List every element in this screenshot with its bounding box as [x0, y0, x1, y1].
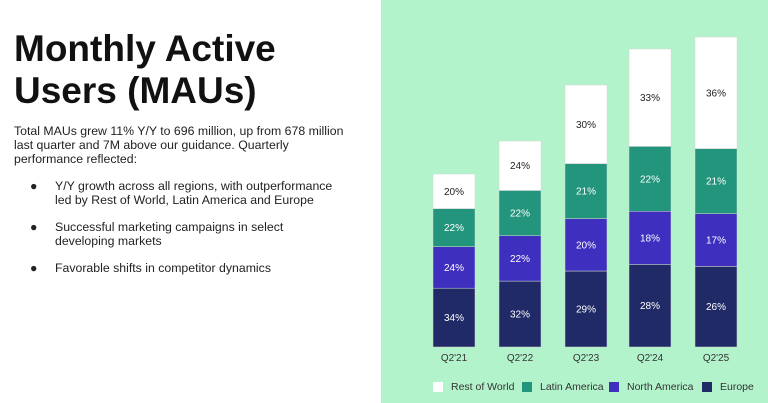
legend-rest-of-world: Rest of World	[433, 381, 514, 393]
data-label: 21%	[706, 177, 726, 188]
legend-label: Rest of World	[451, 381, 515, 393]
x-tick-label: Q2'22	[507, 353, 534, 364]
bar-segment-latin-america	[564, 163, 608, 219]
legend-label: Latin America	[540, 381, 604, 393]
legend-swatch	[433, 382, 443, 392]
legend-swatch	[609, 382, 619, 392]
bar-segment-latin-america	[628, 146, 672, 212]
bar-segment-north-america	[628, 211, 672, 265]
bar-segment-rest-of-world	[564, 84, 608, 164]
bar-segment-north-america	[432, 246, 476, 289]
x-tick-label: Q2'23	[573, 353, 600, 364]
data-label: 34%	[444, 313, 464, 324]
bullet-text: Y/Y growth across all regions, with outp…	[55, 179, 333, 207]
bar-segment-rest-of-world	[498, 140, 542, 191]
bullet-text: Favorable shifts in competitor dynamics	[55, 261, 271, 275]
data-label: 18%	[640, 233, 660, 244]
data-label: 22%	[640, 174, 660, 185]
legend-latin-america: Latin America	[522, 381, 604, 393]
bar-segment-north-america	[564, 218, 608, 272]
legend-swatch	[522, 382, 532, 392]
bar-segment-rest-of-world	[432, 173, 476, 209]
page-title: Monthly Active Users (MAUs)	[14, 28, 276, 111]
data-label: 26%	[706, 302, 726, 313]
data-label: 22%	[510, 209, 530, 220]
bar-segment-europe	[694, 266, 738, 348]
bar-segment-europe	[498, 280, 542, 348]
bullet-text: Successful marketing campaigns in select…	[55, 220, 284, 248]
data-label: 24%	[444, 263, 464, 274]
data-label: 21%	[576, 187, 596, 198]
bar-segment-rest-of-world	[628, 48, 672, 147]
legend-europe: Europe	[702, 381, 754, 393]
bar-segment-europe	[564, 270, 608, 348]
data-label: 28%	[640, 301, 660, 312]
bullet-icon: ●	[30, 179, 38, 193]
x-tick-label: Q2'25	[703, 353, 730, 364]
legend-north-america: North America	[609, 381, 694, 393]
data-label: 29%	[576, 305, 596, 316]
data-label: 22%	[510, 254, 530, 265]
data-label: 20%	[576, 240, 596, 251]
x-tick-label: Q2'24	[637, 353, 664, 364]
bar-segment-rest-of-world	[694, 36, 738, 149]
bar-segment-europe	[432, 287, 476, 348]
data-label: 20%	[444, 187, 464, 198]
bullet-icon: ●	[30, 261, 38, 275]
legend-label: Europe	[720, 381, 754, 393]
bar-segment-latin-america	[694, 148, 738, 214]
data-label: 33%	[640, 93, 660, 104]
data-label: 36%	[706, 88, 726, 99]
legend-label: North America	[627, 381, 694, 393]
text-panel: Monthly Active Users (MAUs) Total MAUs g…	[0, 0, 381, 403]
bar-segment-north-america	[694, 213, 738, 267]
data-label: 32%	[510, 310, 530, 321]
bar-segment-europe	[628, 264, 672, 348]
data-label: 17%	[706, 236, 726, 247]
data-label: 24%	[510, 161, 530, 172]
bar-segment-north-america	[498, 235, 542, 282]
data-label: 22%	[444, 223, 464, 234]
data-label: 30%	[576, 120, 596, 131]
intro-paragraph: Total MAUs grew 11% Y/Y to 696 million, …	[14, 124, 344, 166]
bullet-icon: ●	[30, 220, 38, 234]
x-tick-label: Q2'21	[441, 353, 468, 364]
legend-swatch	[702, 382, 712, 392]
